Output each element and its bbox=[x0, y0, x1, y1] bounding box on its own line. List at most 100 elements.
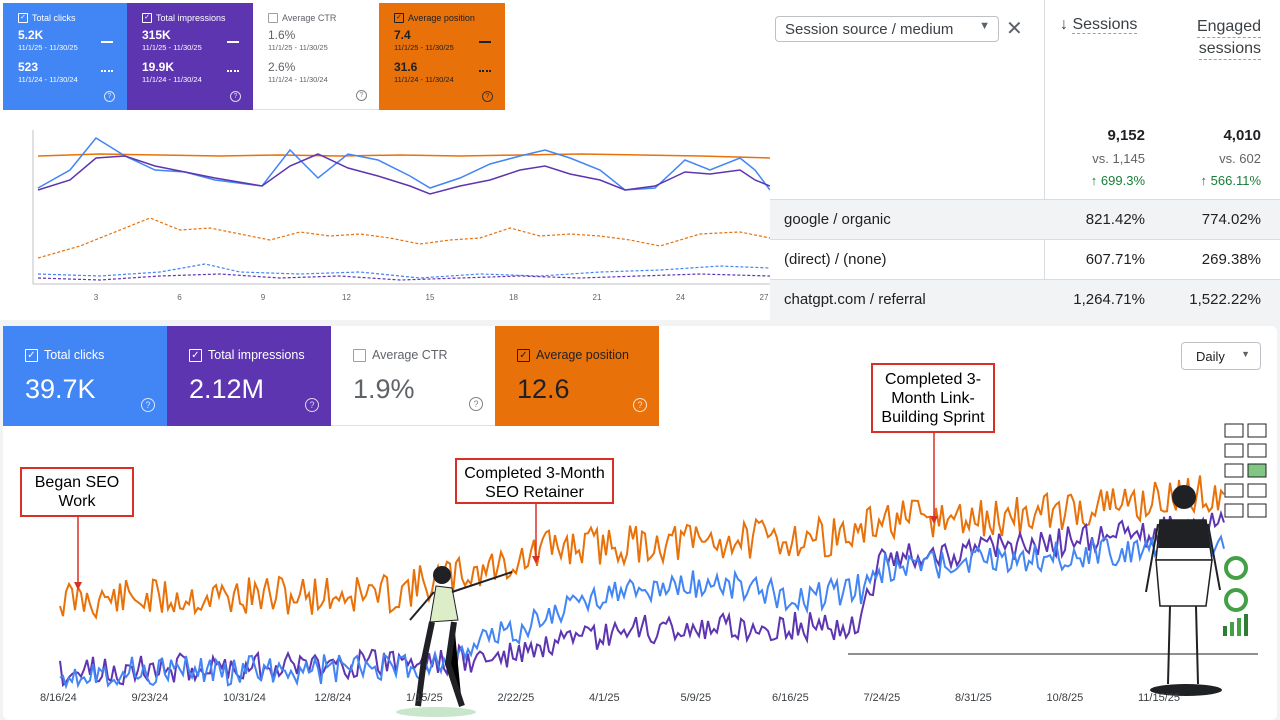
engaged-sessions-total: 4,010 vs. 602 ↑ 566.11% bbox=[1201, 127, 1261, 188]
help-icon[interactable]: ? bbox=[356, 90, 367, 101]
help-icon[interactable]: ? bbox=[633, 398, 647, 412]
metric-range-previous: 11/1/24 - 11/30/24 bbox=[394, 75, 454, 84]
position-line bbox=[37, 153, 770, 159]
metric-card-average-ctr[interactable]: Average CTR 1.9% ? bbox=[331, 326, 495, 426]
x-tick-label: 7/24/25 bbox=[863, 692, 901, 704]
impressions-previous-line bbox=[37, 273, 770, 281]
metric-card-total-clicks[interactable]: ✓ Total clicks 39.7K ? bbox=[3, 326, 167, 426]
metric-value-previous: 31.6 bbox=[394, 60, 418, 74]
checkbox-checked-icon[interactable]: ✓ bbox=[189, 348, 202, 362]
metric-card-average-position[interactable]: ✓ Average position 12.6 ? bbox=[495, 326, 659, 426]
metric-range-current: 11/1/25 - 11/30/25 bbox=[18, 43, 78, 52]
metric-value: 39.7K bbox=[25, 374, 96, 404]
callout-completed-sprint: Completed 3-Month Link-Building Sprint bbox=[871, 363, 995, 433]
x-tick-label: 5/9/25 bbox=[680, 692, 712, 704]
metric-range-previous: 11/1/24 - 11/30/24 bbox=[142, 75, 202, 84]
row-sessions-value: 1,264.71% bbox=[1073, 291, 1145, 308]
column-divider bbox=[1044, 0, 1045, 320]
change-percent: ↑ 699.3% bbox=[1090, 173, 1145, 188]
x-tick-label: 6 bbox=[177, 293, 182, 302]
row-engaged-value: 269.38% bbox=[1201, 251, 1261, 268]
x-tick-label: 8/31/25 bbox=[955, 692, 992, 704]
x-tick-label: 12 bbox=[342, 293, 351, 302]
metric-range-current: 11/1/25 - 11/30/25 bbox=[142, 43, 202, 52]
search-console-long-range-panel: ✓ Total clicks 39.7K ? ✓ Total impressions… bbox=[3, 326, 1277, 720]
search-console-summary-panel: ✓ Total clicks 5.2K 11/1/25 - 11/30/25 52… bbox=[0, 0, 770, 320]
metric-label: Total clicks bbox=[32, 13, 76, 23]
metric-value: 1.9% bbox=[353, 374, 415, 404]
solid-line-legend-icon bbox=[479, 41, 491, 43]
metric-card-total-clicks[interactable]: ✓ Total clicks 5.2K 11/1/25 - 11/30/25 52… bbox=[3, 3, 127, 110]
sessions-total: 9,152 vs. 1,145 ↑ 699.3% bbox=[1091, 127, 1145, 188]
dropdown-caret-icon: ▼ bbox=[1241, 349, 1250, 359]
help-icon[interactable]: ? bbox=[230, 91, 241, 102]
x-tick-label: 21 bbox=[593, 293, 602, 302]
checkbox-unchecked-icon[interactable] bbox=[268, 13, 278, 23]
solid-line-legend-icon bbox=[227, 41, 239, 43]
x-tick-label: 10/8/25 bbox=[1046, 692, 1084, 704]
solid-line-legend-icon bbox=[101, 41, 113, 43]
engaged-sessions-column-header[interactable]: Engaged sessions bbox=[1196, 16, 1261, 60]
checkbox-checked-icon[interactable]: ✓ bbox=[142, 13, 152, 23]
checkbox-unchecked-icon[interactable] bbox=[353, 348, 366, 362]
checkbox-checked-icon[interactable]: ✓ bbox=[25, 348, 38, 362]
sessions-column-header[interactable]: ↓ Sessions bbox=[1060, 16, 1138, 34]
total-value: 9,152 bbox=[1107, 127, 1145, 144]
dimension-select[interactable]: Session source / medium ▼ bbox=[775, 16, 999, 42]
x-tick-label: 27 bbox=[760, 293, 769, 302]
help-icon[interactable]: ? bbox=[141, 398, 155, 412]
x-tick-label: 15 bbox=[426, 293, 435, 302]
metric-value-previous: 2.6% bbox=[268, 60, 296, 74]
callout-text: Began SEO Work bbox=[34, 474, 120, 510]
help-icon[interactable]: ? bbox=[104, 91, 115, 102]
callout-text: Completed 3-Month Link-Building Sprint bbox=[881, 371, 985, 426]
x-tick-label: 4/1/25 bbox=[589, 692, 620, 704]
help-icon[interactable]: ? bbox=[305, 398, 319, 412]
total-value: 4,010 bbox=[1223, 127, 1261, 144]
metric-card-total-impressions[interactable]: ✓ Total impressions 2.12M ? bbox=[167, 326, 331, 426]
row-engaged-value: 774.02% bbox=[1201, 211, 1261, 228]
help-icon[interactable]: ? bbox=[482, 91, 493, 102]
table-row[interactable]: google / organic 821.42% 774.02% bbox=[770, 199, 1280, 240]
metric-range-previous: 11/1/24 - 11/30/24 bbox=[268, 75, 328, 84]
comparison-value: vs. 1,145 bbox=[1092, 151, 1145, 166]
metric-card-average-ctr[interactable]: Average CTR 1.6% 11/1/25 - 11/30/25 2.6%… bbox=[253, 3, 379, 110]
checkbox-checked-icon[interactable]: ✓ bbox=[394, 13, 404, 23]
metric-range-previous: 11/1/24 - 11/30/24 bbox=[18, 75, 78, 84]
top-performance-chart: 3 6 9 12 15 18 21 24 27 bbox=[32, 130, 770, 302]
help-icon[interactable]: ? bbox=[469, 397, 483, 411]
table-row[interactable]: (direct) / (none) 607.71% 269.38% bbox=[770, 239, 1280, 280]
row-sessions-value: 821.42% bbox=[1085, 211, 1145, 228]
metric-value-current: 1.6% bbox=[268, 28, 296, 42]
metric-label: Total impressions bbox=[208, 348, 305, 362]
table-row[interactable]: chatgpt.com / referral 1,264.71% 1,522.2… bbox=[770, 279, 1280, 320]
row-engaged-value: 1,522.22% bbox=[1189, 291, 1261, 308]
metric-card-average-position[interactable]: ✓ Average position 7.4 11/1/25 - 11/30/25… bbox=[379, 3, 505, 110]
checkbox-checked-icon[interactable]: ✓ bbox=[517, 348, 530, 362]
clicks-line bbox=[37, 137, 770, 191]
metric-card-total-impressions[interactable]: ✓ Total impressions 315K 11/1/25 - 11/30/… bbox=[127, 3, 253, 110]
row-sessions-value: 607.71% bbox=[1085, 251, 1145, 268]
x-tick-label: 10/31/24 bbox=[223, 692, 266, 704]
dashed-line-legend-icon bbox=[479, 70, 491, 72]
dashed-line-legend-icon bbox=[227, 70, 239, 72]
column-header-label: Engaged bbox=[1196, 16, 1261, 38]
comparison-value: vs. 602 bbox=[1219, 151, 1261, 166]
x-tick-label: 8/16/24 bbox=[40, 692, 77, 704]
granularity-value: Daily bbox=[1196, 349, 1225, 364]
checkbox-checked-icon[interactable]: ✓ bbox=[18, 13, 28, 23]
close-icon[interactable]: ✕ bbox=[1006, 18, 1023, 40]
sort-descending-icon: ↓ bbox=[1060, 16, 1068, 33]
x-tick-label: 12/8/24 bbox=[314, 692, 352, 704]
row-source-label: (direct) / (none) bbox=[784, 251, 887, 268]
metric-value-previous: 19.9K bbox=[142, 60, 175, 74]
dashed-line-legend-icon bbox=[101, 70, 113, 72]
impressions-line bbox=[37, 153, 770, 195]
dimension-select-value: Session source / medium bbox=[785, 21, 954, 38]
x-tick-label: 6/16/25 bbox=[772, 692, 809, 704]
metric-value: 12.6 bbox=[517, 374, 570, 404]
dropdown-caret-icon: ▼ bbox=[979, 20, 990, 32]
callout-began-seo-work: Began SEO Work bbox=[20, 467, 134, 517]
granularity-select[interactable]: Daily ▼ bbox=[1181, 342, 1261, 370]
x-tick-label: 3 bbox=[94, 293, 99, 302]
